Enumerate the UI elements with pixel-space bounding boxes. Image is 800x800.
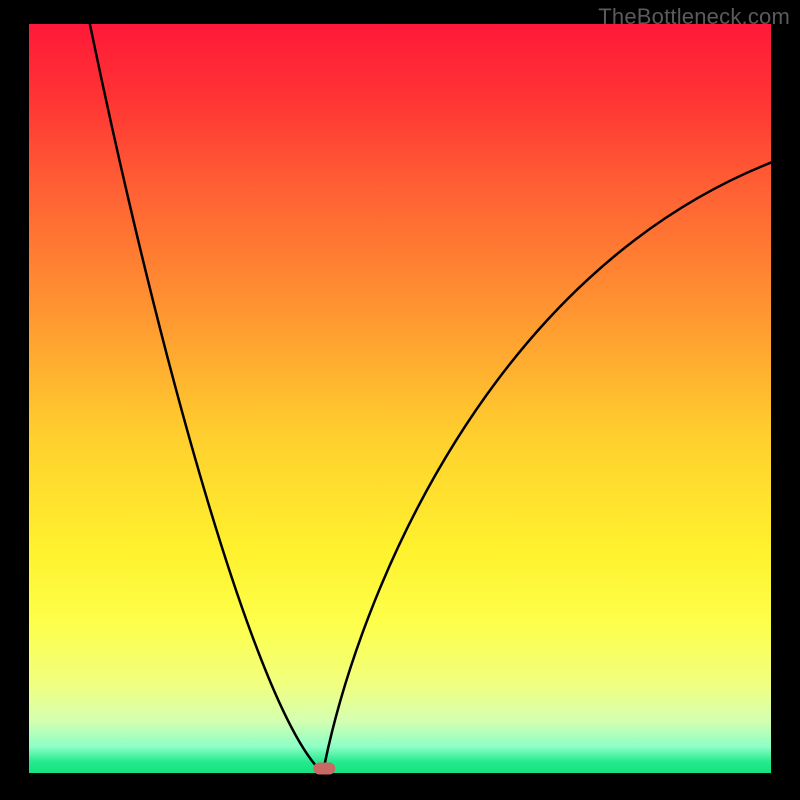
chart-container: TheBottleneck.com (0, 0, 800, 800)
bottleneck-chart (0, 0, 800, 800)
optimal-point-marker (313, 763, 335, 775)
chart-background (29, 24, 771, 773)
watermark-text: TheBottleneck.com (598, 4, 790, 30)
